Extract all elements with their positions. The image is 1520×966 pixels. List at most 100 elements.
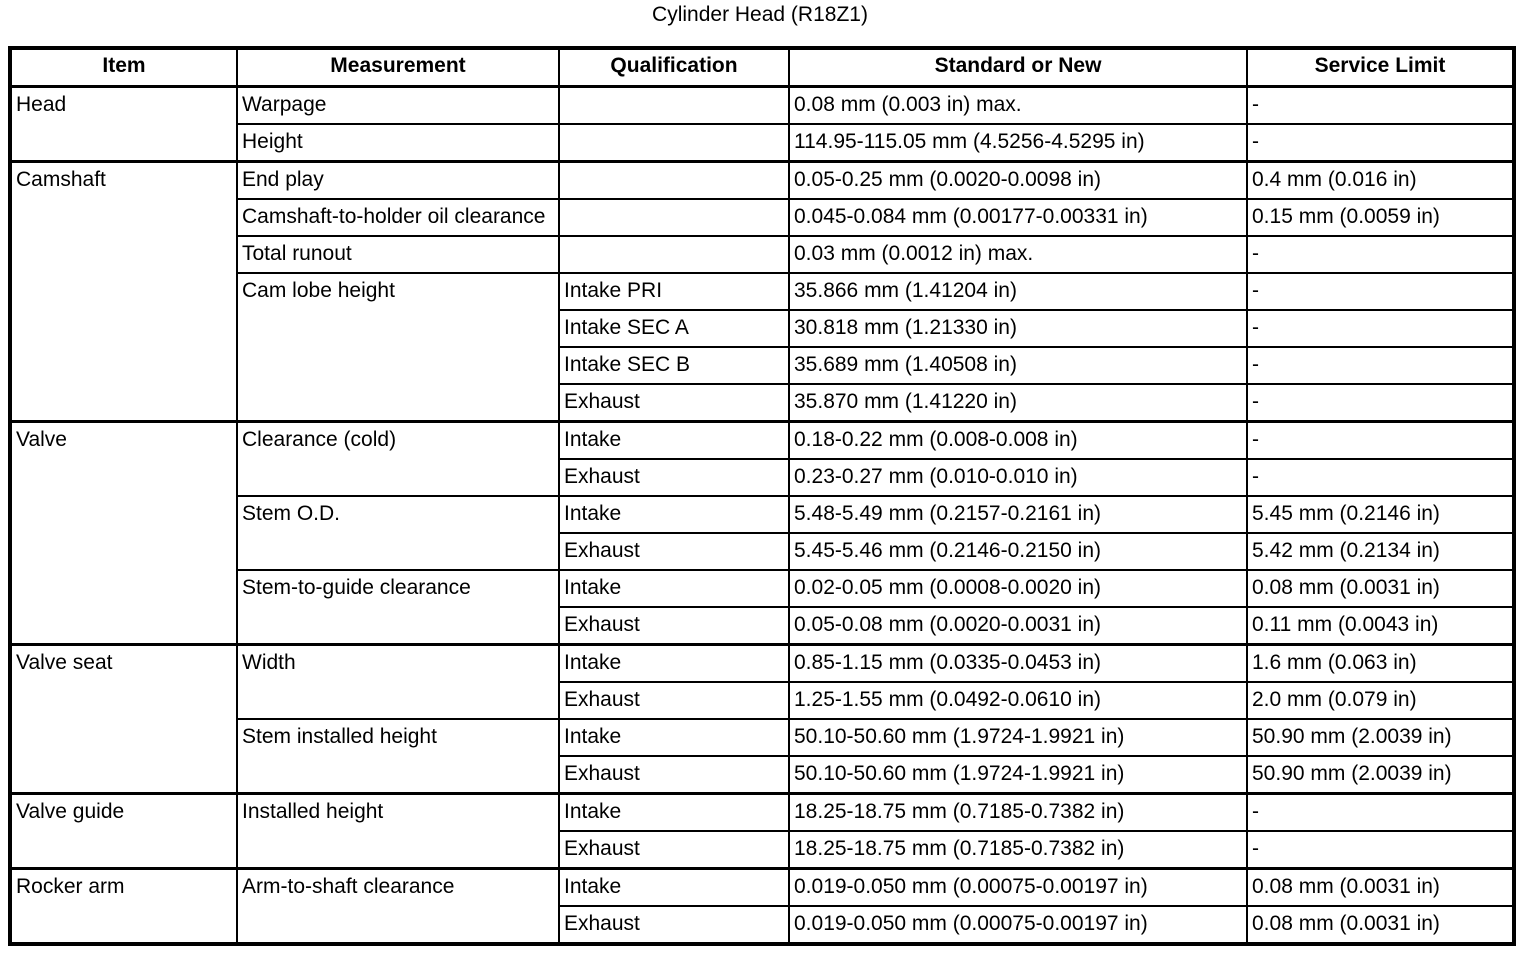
qualification-cell bbox=[558, 85, 790, 125]
table-row: Valve guide Installed height Intake 18.2… bbox=[9, 792, 1515, 870]
qualification-cell: Intake bbox=[558, 718, 790, 757]
table-row: Exhaust 0.05-0.08 mm (0.0020-0.0031 in) … bbox=[10, 606, 1515, 646]
measurement-cell: Stem O.D. bbox=[236, 495, 560, 571]
qualification-cell: Intake bbox=[558, 495, 790, 534]
standard-cell: 50.10-50.60 mm (1.9724-1.9921 in) bbox=[788, 755, 1248, 795]
qualification-cell: Intake SEC A bbox=[558, 309, 790, 348]
table-row: Exhaust 50.10-50.60 mm (1.9724-1.9921 in… bbox=[10, 755, 1515, 795]
measurement-cell: Height bbox=[236, 123, 560, 163]
service-limit-cell: - bbox=[1246, 792, 1515, 832]
table-row: Exhaust 1.25-1.55 mm (0.0492-0.0610 in) … bbox=[10, 681, 1515, 720]
measurement-cell: Camshaft-to-holder oil clearance bbox=[236, 198, 560, 237]
standard-cell: 18.25-18.75 mm (0.7185-0.7382 in) bbox=[788, 792, 1248, 832]
standard-cell: 5.48-5.49 mm (0.2157-0.2161 in) bbox=[788, 495, 1248, 534]
service-limit-cell: 0.11 mm (0.0043 in) bbox=[1246, 606, 1515, 646]
column-header-service-limit: Service Limit bbox=[1246, 47, 1515, 88]
qualification-cell bbox=[558, 123, 790, 163]
standard-cell: 0.18-0.22 mm (0.008-0.008 in) bbox=[788, 420, 1248, 460]
standard-cell: 35.689 mm (1.40508 in) bbox=[788, 346, 1248, 385]
service-limit-cell: 0.08 mm (0.0031 in) bbox=[1246, 905, 1515, 945]
measurement-cell: Clearance (cold) bbox=[236, 420, 560, 497]
table-row: Rocker arm Arm-to-shaft clearance Intake… bbox=[9, 867, 1515, 945]
service-limit-cell: 5.42 mm (0.2134 in) bbox=[1246, 532, 1515, 571]
table-row: Camshaft-to-holder oil clearance 0.045-0… bbox=[10, 198, 1515, 237]
table-row: Valve seat Width Intake 0.85-1.15 mm (0.… bbox=[9, 643, 1515, 795]
standard-cell: 30.818 mm (1.21330 in) bbox=[788, 309, 1248, 348]
qualification-cell: Exhaust bbox=[558, 755, 790, 795]
standard-cell: 0.019-0.050 mm (0.00075-0.00197 in) bbox=[788, 905, 1248, 945]
qualification-cell: Exhaust bbox=[558, 458, 790, 497]
standard-cell: 0.019-0.050 mm (0.00075-0.00197 in) bbox=[788, 867, 1248, 907]
standard-cell: 0.08 mm (0.003 in) max. bbox=[788, 85, 1248, 125]
table-row: Exhaust 5.45-5.46 mm (0.2146-0.2150 in) … bbox=[10, 532, 1515, 571]
table-row: Valve Clearance (cold) Intake 0.18-0.22 … bbox=[9, 420, 1515, 646]
service-limit-cell: - bbox=[1246, 235, 1515, 274]
table-row: Exhaust 18.25-18.75 mm (0.7185-0.7382 in… bbox=[10, 830, 1515, 870]
measurement-cell: Stem-to-guide clearance bbox=[236, 569, 560, 646]
item-cell: Rocker arm bbox=[9, 867, 238, 945]
table-row: Exhaust 0.019-0.050 mm (0.00075-0.00197 … bbox=[10, 905, 1515, 945]
service-limit-cell: 50.90 mm (2.0039 in) bbox=[1246, 718, 1515, 757]
table-row: Intake SEC A 30.818 mm (1.21330 in) - bbox=[10, 309, 1515, 348]
qualification-cell: Intake SEC B bbox=[558, 346, 790, 385]
service-limit-cell: - bbox=[1246, 420, 1515, 460]
table-row: Stem-to-guide clearance Intake 0.02-0.05… bbox=[10, 569, 1515, 646]
qualification-cell: Intake bbox=[558, 420, 790, 460]
table-row: Stem installed height Intake 50.10-50.60… bbox=[10, 718, 1515, 795]
table-row: Height 114.95-115.05 mm (4.5256-4.5295 i… bbox=[10, 123, 1515, 163]
qualification-cell: Exhaust bbox=[558, 606, 790, 646]
measurement-cell: Width bbox=[236, 643, 560, 720]
column-header-item: Item bbox=[9, 47, 238, 88]
qualification-cell: Exhaust bbox=[558, 383, 790, 423]
measurement-cell: Arm-to-shaft clearance bbox=[236, 867, 560, 945]
service-limit-cell: 0.08 mm (0.0031 in) bbox=[1246, 569, 1515, 608]
table-row: Exhaust 0.23-0.27 mm (0.010-0.010 in) - bbox=[10, 458, 1515, 497]
standard-cell: 35.870 mm (1.41220 in) bbox=[788, 383, 1248, 423]
standard-cell: 35.866 mm (1.41204 in) bbox=[788, 272, 1248, 311]
table-row: Exhaust 35.870 mm (1.41220 in) - bbox=[10, 383, 1515, 423]
table-row: Head Warpage 0.08 mm (0.003 in) max. - bbox=[9, 85, 1515, 163]
service-limit-cell: 50.90 mm (2.0039 in) bbox=[1246, 755, 1515, 795]
table-row: Total runout 0.03 mm (0.0012 in) max. - bbox=[10, 235, 1515, 274]
service-limit-cell: 0.08 mm (0.0031 in) bbox=[1246, 867, 1515, 907]
item-cell: Valve seat bbox=[9, 643, 238, 795]
service-limit-cell: 0.4 mm (0.016 in) bbox=[1246, 160, 1515, 200]
standard-cell: 0.23-0.27 mm (0.010-0.010 in) bbox=[788, 458, 1248, 497]
qualification-cell: Intake bbox=[558, 569, 790, 608]
standard-cell: 50.10-50.60 mm (1.9724-1.9921 in) bbox=[788, 718, 1248, 757]
measurement-cell: Total runout bbox=[236, 235, 560, 274]
standard-cell: 0.05-0.08 mm (0.0020-0.0031 in) bbox=[788, 606, 1248, 646]
header-row: Item Measurement Qualification Standard … bbox=[9, 47, 1515, 88]
standard-cell: 18.25-18.75 mm (0.7185-0.7382 in) bbox=[788, 830, 1248, 870]
table-row: Intake SEC B 35.689 mm (1.40508 in) - bbox=[10, 346, 1515, 385]
item-cell: Valve bbox=[9, 420, 238, 646]
service-limit-cell: 0.15 mm (0.0059 in) bbox=[1246, 198, 1515, 237]
service-limit-cell: - bbox=[1246, 346, 1515, 385]
qualification-cell: Intake PRI bbox=[558, 272, 790, 311]
column-header-qualification: Qualification bbox=[558, 47, 790, 88]
standard-cell: 0.02-0.05 mm (0.0008-0.0020 in) bbox=[788, 569, 1248, 608]
service-limit-cell: - bbox=[1246, 85, 1515, 125]
qualification-cell: Exhaust bbox=[558, 681, 790, 720]
cylinder-head-spec-table: Item Measurement Qualification Standard … bbox=[8, 46, 1516, 946]
service-limit-cell: 2.0 mm (0.079 in) bbox=[1246, 681, 1515, 720]
standard-cell: 0.03 mm (0.0012 in) max. bbox=[788, 235, 1248, 274]
service-limit-cell: - bbox=[1246, 123, 1515, 163]
qualification-cell: Exhaust bbox=[558, 532, 790, 571]
page-title: Cylinder Head (R18Z1) bbox=[652, 3, 868, 26]
qualification-cell: Intake bbox=[558, 792, 790, 832]
measurement-cell: Warpage bbox=[236, 85, 560, 125]
qualification-cell bbox=[558, 160, 790, 200]
measurement-cell: Installed height bbox=[236, 792, 560, 870]
qualification-cell: Intake bbox=[558, 643, 790, 683]
qualification-cell: Exhaust bbox=[558, 905, 790, 945]
service-limit-cell: 5.45 mm (0.2146 in) bbox=[1246, 495, 1515, 534]
table-row: Stem O.D. Intake 5.48-5.49 mm (0.2157-0.… bbox=[10, 495, 1515, 571]
column-header-standard-or-new: Standard or New bbox=[788, 47, 1248, 88]
table-row: Camshaft End play 0.05-0.25 mm (0.0020-0… bbox=[9, 160, 1515, 423]
item-cell: Valve guide bbox=[9, 792, 238, 870]
item-cell: Head bbox=[9, 85, 238, 163]
standard-cell: 1.25-1.55 mm (0.0492-0.0610 in) bbox=[788, 681, 1248, 720]
qualification-cell: Intake bbox=[558, 867, 790, 907]
standard-cell: 5.45-5.46 mm (0.2146-0.2150 in) bbox=[788, 532, 1248, 571]
